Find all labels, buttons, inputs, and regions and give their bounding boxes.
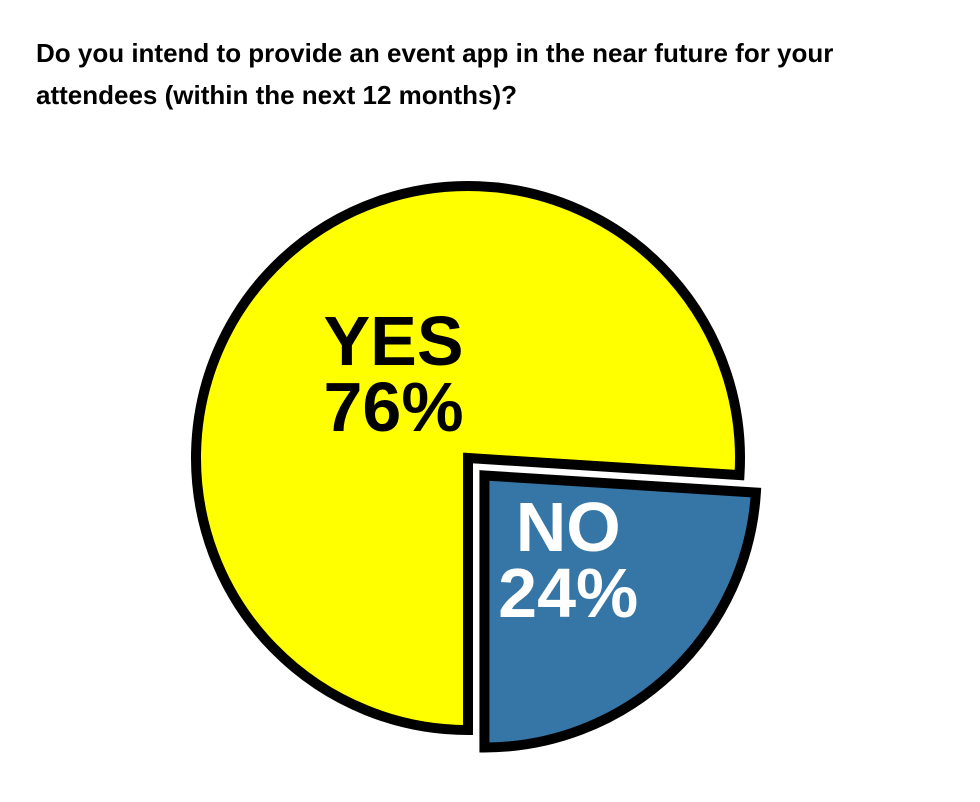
slice-value-label: 24% <box>498 554 638 632</box>
pie-slice <box>191 181 745 736</box>
pie-slice <box>479 470 762 753</box>
slice-category-label: YES <box>323 302 463 380</box>
slice-category-label: NO <box>516 488 621 566</box>
slice-value-label: 76% <box>323 368 463 446</box>
chart-title: Do you intend to provide an event app in… <box>36 38 834 110</box>
